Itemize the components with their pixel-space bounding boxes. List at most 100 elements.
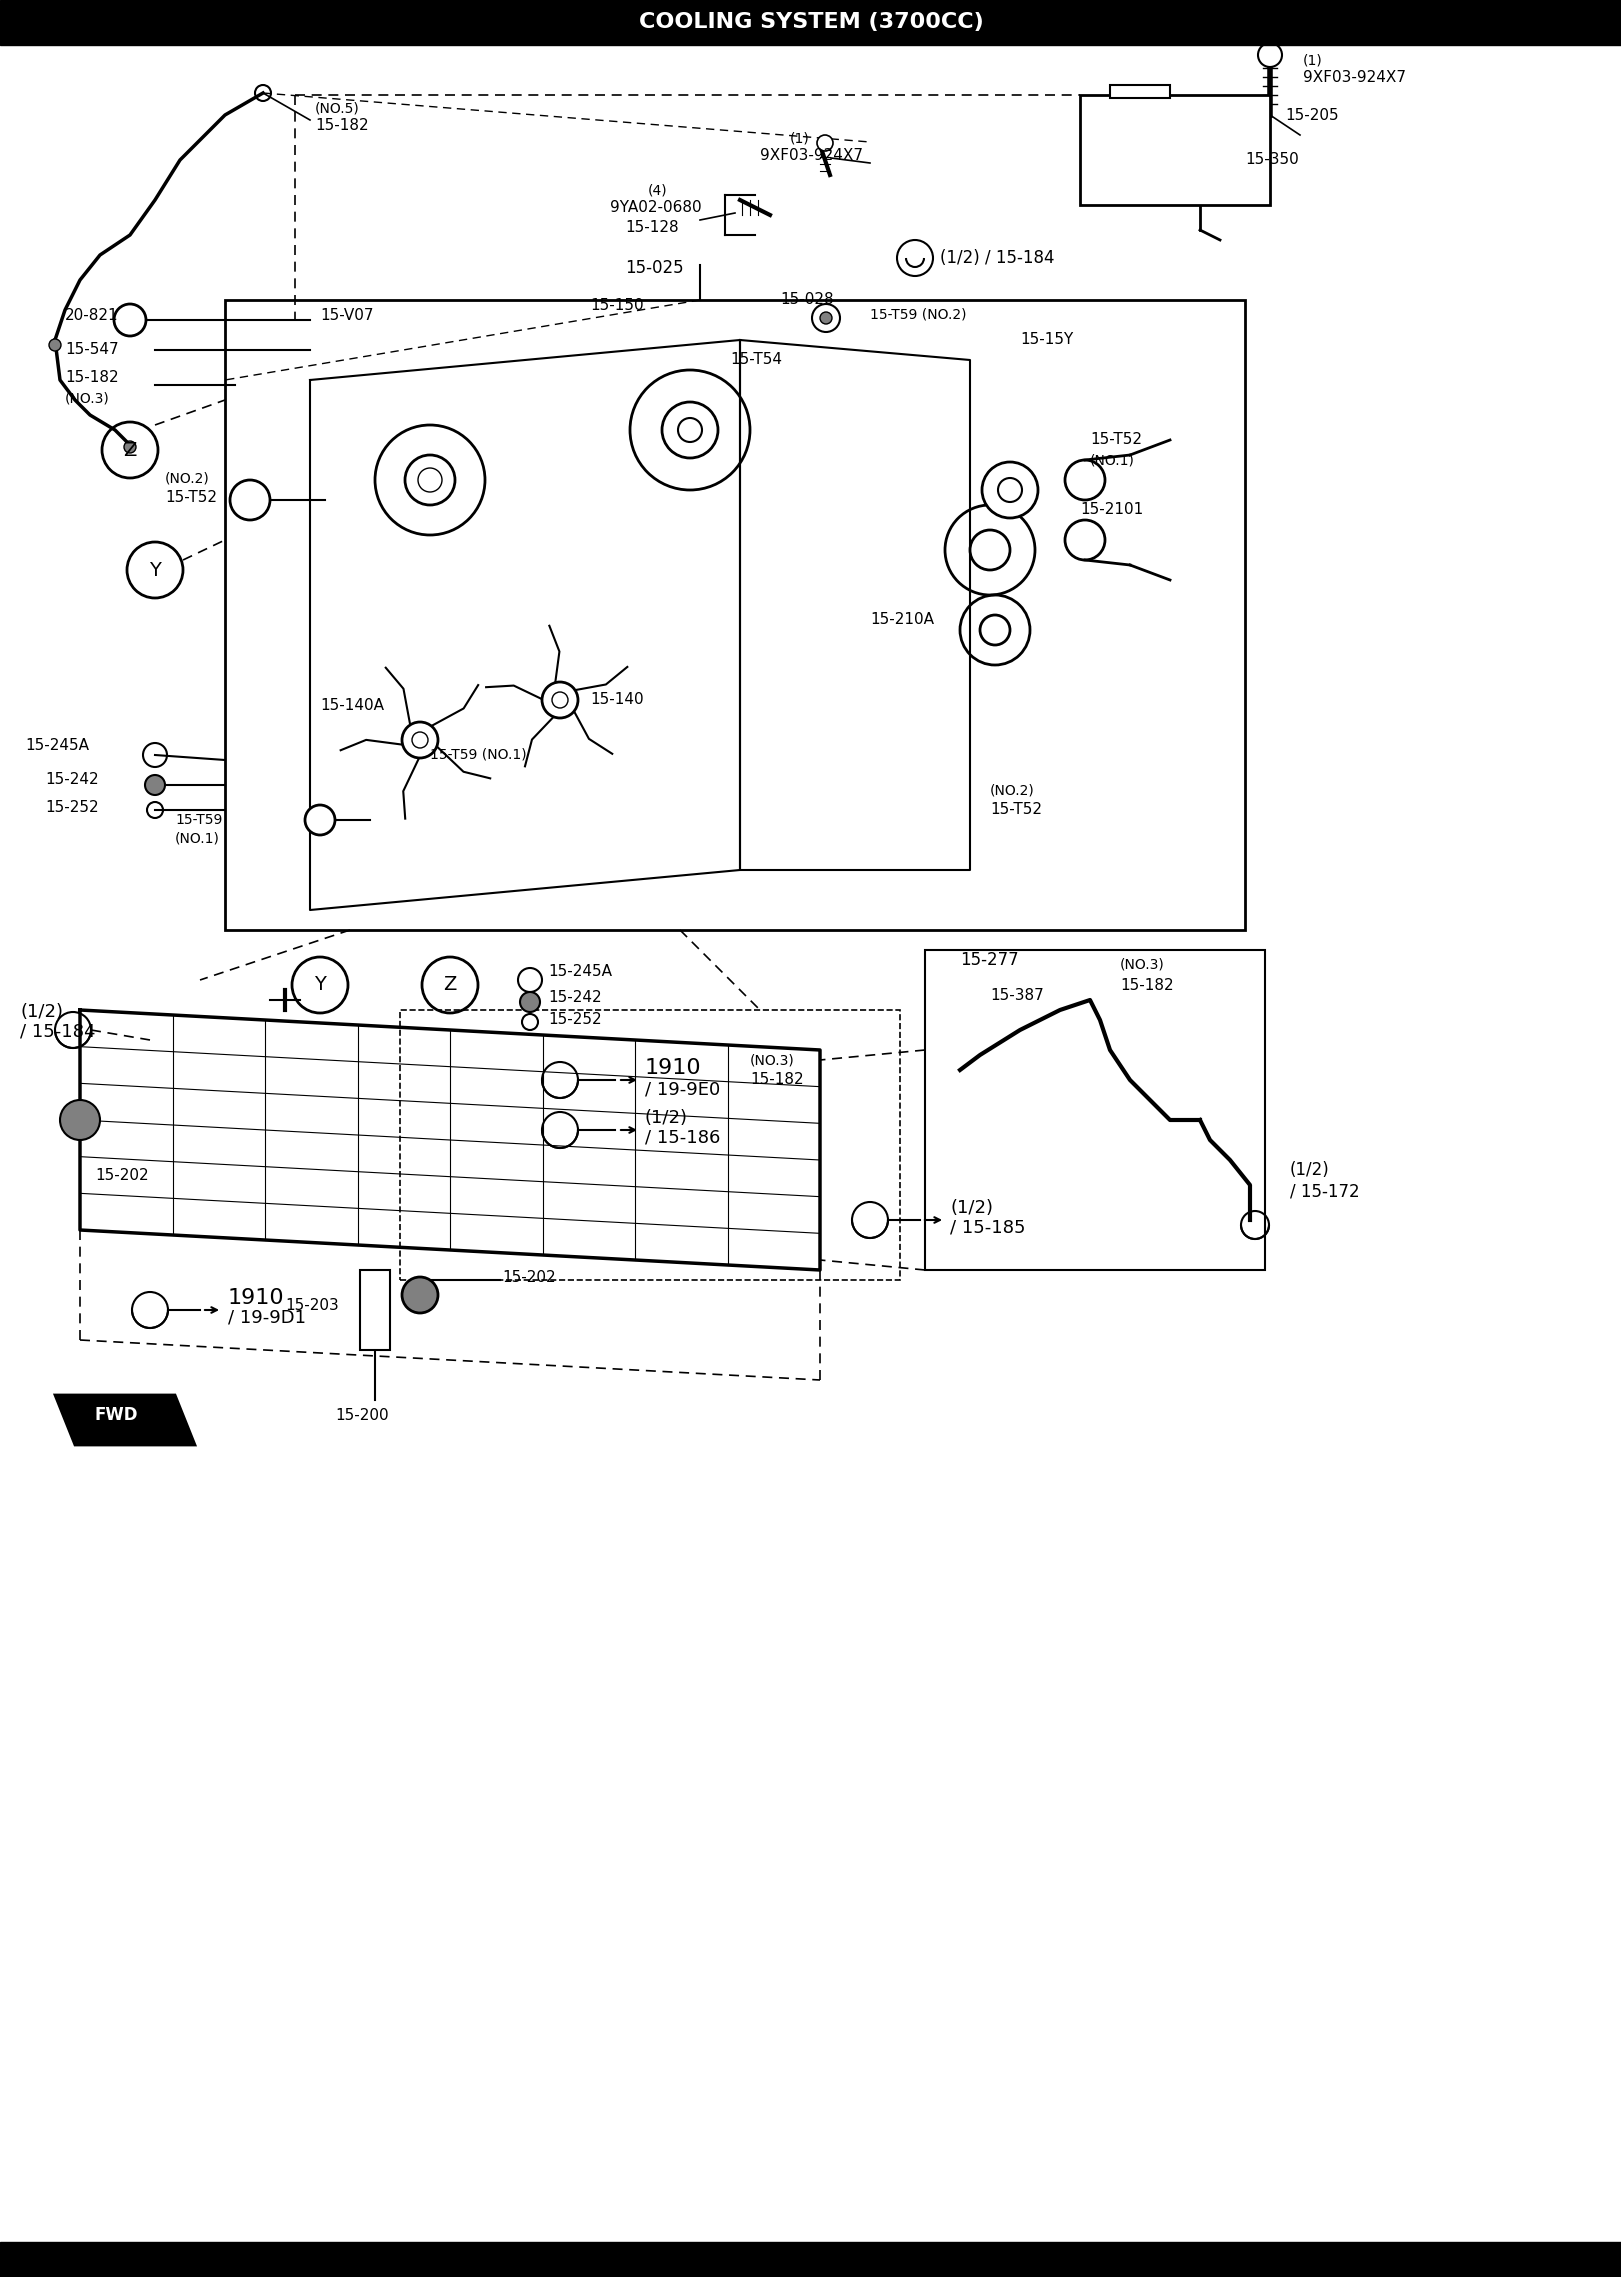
Text: / 15-185: / 15-185: [950, 1218, 1026, 1236]
Circle shape: [541, 683, 579, 717]
Circle shape: [144, 774, 165, 795]
Text: 15-252: 15-252: [45, 802, 99, 815]
Circle shape: [305, 806, 336, 836]
Text: (1): (1): [789, 132, 810, 146]
Text: 15-182: 15-182: [65, 371, 118, 385]
Circle shape: [418, 469, 443, 492]
Circle shape: [402, 722, 438, 758]
Text: (NO.3): (NO.3): [751, 1052, 794, 1068]
Text: Y: Y: [149, 560, 160, 581]
Text: 15-140A: 15-140A: [319, 697, 384, 713]
Text: 15-252: 15-252: [548, 1013, 601, 1027]
Text: / 19-9E0: / 19-9E0: [645, 1082, 720, 1100]
Text: (1): (1): [1303, 52, 1323, 66]
Text: (NO.3): (NO.3): [1120, 959, 1165, 972]
Circle shape: [969, 531, 1010, 569]
Text: 15-245A: 15-245A: [24, 738, 89, 751]
Text: (1/2): (1/2): [1290, 1161, 1329, 1179]
Text: 15-350: 15-350: [1245, 153, 1298, 168]
Circle shape: [1258, 43, 1282, 66]
Bar: [400, 1011, 900, 1280]
Text: 15-182: 15-182: [314, 118, 368, 132]
Circle shape: [412, 731, 428, 749]
Text: 15-T59: 15-T59: [175, 813, 222, 827]
Text: 9YA02-0680: 9YA02-0680: [609, 200, 702, 216]
Text: 15-182: 15-182: [751, 1072, 804, 1088]
Text: 15-2101: 15-2101: [1080, 503, 1143, 517]
Text: 15-128: 15-128: [626, 221, 679, 235]
Text: 20-821: 20-821: [65, 307, 118, 323]
Text: COOLING SYSTEM (3700CC): COOLING SYSTEM (3700CC): [639, 11, 984, 32]
Text: (NO.1): (NO.1): [1089, 453, 1135, 467]
Text: (NO.5): (NO.5): [314, 100, 360, 116]
Text: 15-242: 15-242: [45, 772, 99, 788]
Text: (NO.1): (NO.1): [175, 831, 220, 845]
Text: 15-15Y: 15-15Y: [1020, 332, 1073, 348]
Circle shape: [678, 419, 702, 442]
Circle shape: [817, 134, 833, 150]
Circle shape: [49, 339, 62, 351]
Text: 15-547: 15-547: [65, 342, 118, 357]
Text: 15-T52: 15-T52: [1089, 433, 1143, 449]
Text: 15-242: 15-242: [548, 990, 601, 1006]
Polygon shape: [55, 1396, 195, 1446]
Text: (NO.2): (NO.2): [990, 783, 1034, 797]
Text: 15-V07: 15-V07: [319, 307, 373, 323]
Circle shape: [230, 480, 271, 519]
Circle shape: [982, 462, 1037, 517]
Bar: [225, 301, 1245, 929]
Circle shape: [981, 615, 1010, 644]
Text: Z: Z: [443, 975, 457, 995]
Circle shape: [60, 1100, 101, 1141]
Circle shape: [820, 312, 832, 323]
Text: 15-202: 15-202: [96, 1168, 149, 1182]
Text: / 15-186: / 15-186: [645, 1129, 720, 1148]
Text: / 15-172: / 15-172: [1290, 1184, 1360, 1200]
Text: 15-140: 15-140: [590, 692, 644, 708]
Text: (1/2): (1/2): [950, 1200, 994, 1216]
Bar: [926, 950, 1264, 1271]
Text: 15-210A: 15-210A: [870, 613, 934, 628]
Text: 15-T52: 15-T52: [165, 490, 217, 505]
Bar: [0, 0, 1621, 46]
Text: 15-T59 (NO.2): 15-T59 (NO.2): [870, 307, 966, 321]
Text: 15-203: 15-203: [285, 1298, 339, 1312]
Text: (1/2): (1/2): [645, 1109, 687, 1127]
Text: 15-245A: 15-245A: [548, 965, 613, 979]
Text: 15-200: 15-200: [336, 1407, 389, 1423]
Text: 15-205: 15-205: [1285, 107, 1339, 123]
Text: 15-182: 15-182: [1120, 977, 1174, 993]
Text: / 19-9D1: / 19-9D1: [229, 1309, 306, 1327]
Text: / 15-184: / 15-184: [19, 1022, 96, 1041]
Bar: [1080, 96, 1269, 205]
Circle shape: [123, 442, 136, 453]
Circle shape: [999, 478, 1021, 501]
Text: 1910: 1910: [229, 1289, 285, 1307]
Text: (1/2): (1/2): [19, 1002, 63, 1020]
Text: 15-T59 (NO.1): 15-T59 (NO.1): [430, 749, 527, 763]
Text: 15-387: 15-387: [990, 988, 1044, 1002]
Bar: [0, 2243, 1621, 2277]
Text: 15-202: 15-202: [503, 1271, 556, 1287]
Text: 15-T52: 15-T52: [990, 802, 1042, 817]
Text: 15-T54: 15-T54: [729, 353, 781, 367]
Text: 15-028: 15-028: [780, 291, 833, 307]
Text: Z: Z: [123, 439, 136, 460]
Text: (4): (4): [648, 182, 668, 198]
Circle shape: [520, 993, 540, 1011]
Text: 15-277: 15-277: [960, 952, 1018, 970]
Circle shape: [402, 1277, 438, 1314]
Text: 1910: 1910: [645, 1059, 702, 1077]
Circle shape: [553, 692, 567, 708]
Text: (NO.2): (NO.2): [165, 471, 209, 485]
Text: 9XF03-924X7: 9XF03-924X7: [1303, 71, 1405, 87]
Text: 15-150: 15-150: [590, 298, 644, 312]
Text: (1/2) / 15-184: (1/2) / 15-184: [940, 248, 1055, 266]
Text: (NO.3): (NO.3): [65, 392, 110, 405]
Circle shape: [661, 403, 718, 458]
Text: Y: Y: [314, 975, 326, 995]
Bar: [360, 1271, 391, 1350]
Circle shape: [405, 455, 456, 505]
Text: FWD: FWD: [96, 1405, 138, 1423]
Text: 9XF03-924X7: 9XF03-924X7: [760, 148, 862, 162]
